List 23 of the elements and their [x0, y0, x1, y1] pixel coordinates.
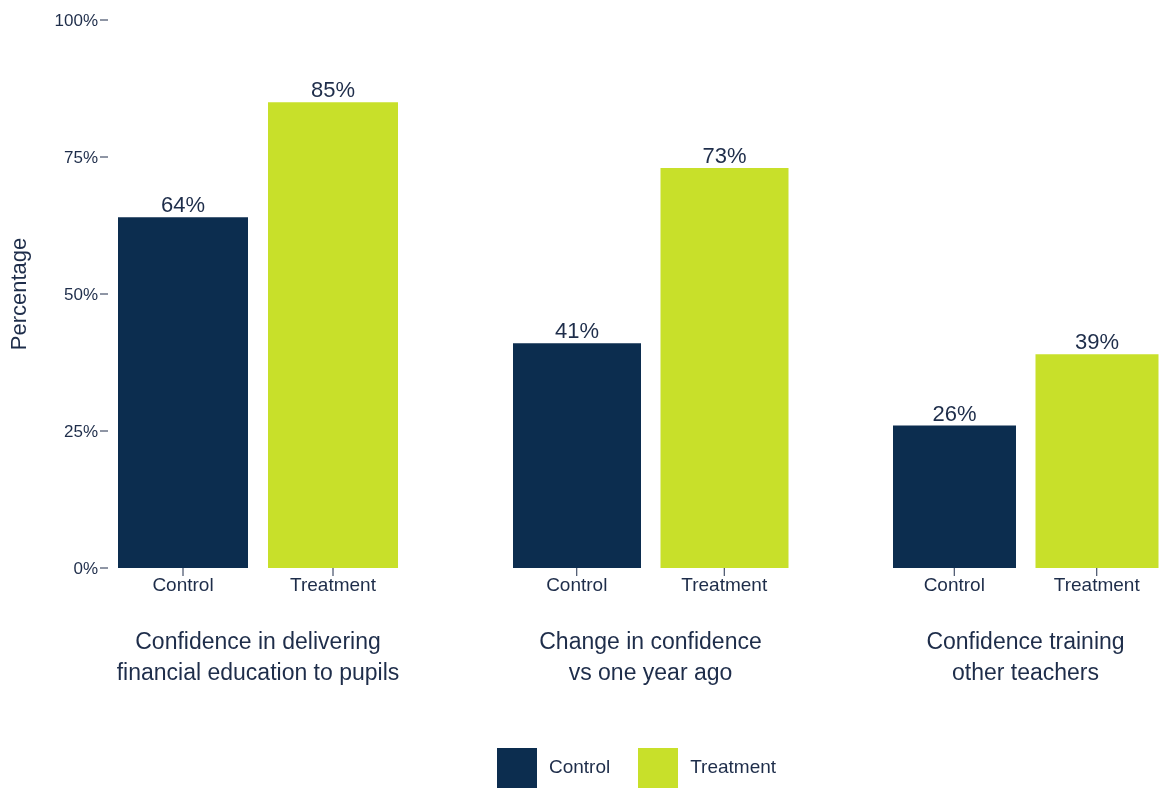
data-label: 73% — [702, 142, 747, 168]
x-tick-label: Control — [923, 574, 985, 596]
y-tick-label: 75% — [63, 148, 98, 168]
data-label: 85% — [310, 77, 356, 103]
y-tick-label: 0% — [73, 559, 98, 579]
x-axis-title: Confidence in delivering financial education to pupils — [115, 627, 401, 687]
x-tick-label: Control — [546, 574, 608, 596]
x-tick-label: Control — [152, 574, 214, 596]
legend-label: Treatment — [690, 756, 777, 778]
x-axis-title: Confidence training other teachers — [925, 627, 1126, 687]
y-tick-label: 50% — [63, 285, 98, 305]
data-label: 41% — [554, 318, 600, 344]
x-axis-title: Change in confidence vs one year ago — [538, 627, 763, 687]
x-tick-label: Treatment — [290, 574, 377, 596]
y-tick-label: 25% — [63, 422, 98, 442]
y-axis-title: Percentage — [5, 237, 31, 351]
x-tick-label: Treatment — [681, 574, 768, 596]
data-label: 39% — [1074, 329, 1120, 355]
legend-label: Control — [548, 756, 611, 778]
x-tick-label: Treatment — [1053, 574, 1141, 596]
data-label: 26% — [932, 400, 977, 426]
y-tick-label: 100% — [54, 11, 98, 31]
data-label: 64% — [160, 192, 206, 218]
